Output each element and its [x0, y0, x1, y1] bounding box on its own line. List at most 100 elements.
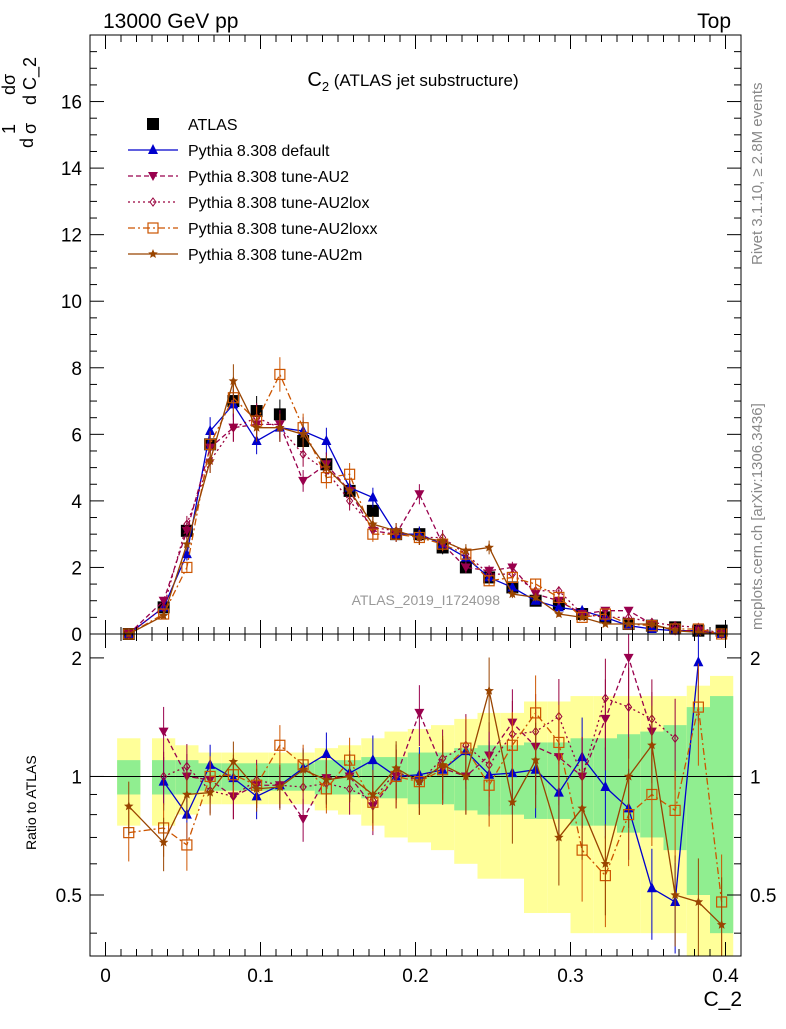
plot-title: C2 (ATLAS jet substructure)	[307, 69, 518, 94]
main-point-4-6	[274, 368, 286, 381]
main-series-5	[124, 364, 727, 638]
ytick-label-3: 6	[71, 425, 82, 446]
ratio-line-4	[128, 690, 723, 926]
main-point-5-12	[414, 532, 425, 542]
main-point-5-10	[368, 519, 378, 529]
ratio-point-3-23	[669, 804, 681, 816]
legend-entry-1: Pythia 8.308 default	[128, 143, 330, 160]
main-series	[122, 357, 728, 640]
main-point-4-9	[344, 468, 356, 480]
xtick-label-1: 0.1	[247, 966, 273, 987]
legend-marker-1	[148, 144, 158, 154]
header-left: 13000 GeV pp	[103, 10, 238, 33]
main-point-5-20	[600, 619, 611, 629]
main-point-5-23	[670, 625, 680, 635]
ratio-point-3-6	[274, 739, 286, 751]
legend-marker-2	[148, 172, 158, 181]
ratio-ylabel: Ratio to ATLAS	[23, 755, 39, 850]
ratio-point-4-5	[251, 783, 262, 793]
ratio-point-1-1	[158, 727, 169, 737]
main-point-5-7	[298, 429, 308, 439]
ratio-point-3-16	[506, 739, 518, 751]
main-point-5-21	[623, 619, 634, 629]
ratio-point-2-20	[601, 693, 609, 704]
main-point-2-14	[460, 563, 471, 573]
ratio-point-4-21	[623, 771, 634, 781]
main-line-3	[128, 416, 722, 635]
main-point-4-20	[599, 608, 611, 620]
ratio-line-1	[163, 655, 653, 821]
ratio-point-4-12	[414, 776, 425, 786]
main-point-1-18	[553, 601, 564, 612]
ratio-point-4-24	[693, 897, 704, 906]
ratio-point-4-20	[600, 858, 611, 868]
main-point-5-3	[205, 456, 215, 465]
rtick-label-r-2: 2	[750, 649, 761, 670]
ratio-point-4-9	[344, 771, 355, 781]
legend-label-1: Pythia 8.308 default	[188, 143, 330, 160]
main-point-2-16	[507, 563, 518, 573]
main-point-3-2	[183, 519, 191, 530]
xtick-label-4: 0.4	[712, 966, 739, 987]
ratio-point-4-4	[228, 756, 239, 766]
ratio-point-3-15	[483, 779, 495, 791]
ratio-point-4-8	[321, 774, 332, 784]
main-point-5-13	[437, 535, 448, 545]
legend-entry-5: Pythia 8.308 tune-AU2m	[128, 247, 362, 264]
legend-entry-2: Pythia 8.308 tune-AU2	[128, 169, 349, 186]
main-ylabel: d 1 σ dσ d C_2	[0, 57, 41, 148]
rtick-label-l-0: 0.5	[56, 886, 82, 907]
ratio-point-0-24	[693, 656, 704, 667]
main-point-5-6	[275, 422, 285, 432]
main-point-4-1	[158, 608, 170, 620]
main-point-2-12	[414, 490, 425, 500]
main-point-0-10	[366, 504, 379, 517]
ratio-point-0-8	[321, 748, 332, 759]
legend-marker-0	[147, 118, 159, 130]
main-point-5-19	[577, 612, 587, 622]
main-line-2	[128, 423, 722, 635]
ratio-point-2-21	[625, 702, 633, 712]
ratio-point-0-20	[600, 781, 611, 792]
main-point-4-17	[530, 578, 542, 590]
legend-label-2: Pythia 8.308 tune-AU2	[188, 169, 349, 186]
ratio-point-4-13	[437, 759, 448, 769]
ratio-point-3-2	[181, 839, 193, 851]
ratio-point-4-25	[716, 919, 727, 929]
xlabel: C_2	[703, 988, 742, 1011]
main-point-2-7	[298, 476, 309, 486]
rtick-label-r-0: 0.5	[750, 886, 776, 907]
main-point-4-18	[553, 591, 565, 603]
ytick-label-5: 10	[61, 292, 82, 313]
legend-label-0: ATLAS	[188, 117, 238, 134]
main-point-1-3	[205, 425, 216, 436]
ytick-label-0: 0	[71, 625, 82, 646]
main-point-4-16	[506, 571, 518, 584]
legend-label-3: Pythia 8.308 tune-AU2lox	[188, 195, 369, 212]
ratio-point-4-16	[507, 797, 518, 807]
xtick-label-3: 0.3	[557, 966, 583, 987]
ratio-point-4-15	[484, 685, 494, 695]
ratio-line-3	[128, 706, 723, 903]
main-line-4	[128, 372, 722, 635]
rtick-label-l-1: 1	[71, 767, 82, 788]
ratio-point-4-7	[298, 764, 308, 774]
ratio-line-2	[163, 697, 676, 802]
legend-marker-4	[147, 222, 159, 234]
legend-entry-3: Pythia 8.308 tune-AU2lox	[128, 195, 369, 212]
ratio-point-4-6	[275, 782, 285, 792]
main-point-5-14	[461, 545, 471, 555]
ratio-series	[123, 634, 728, 956]
main-point-1-8	[321, 434, 332, 445]
main-point-5-11	[391, 525, 401, 535]
xtick-label-2: 0.2	[402, 966, 428, 987]
ratio-point-4-17	[530, 755, 541, 765]
ytick-label-7: 14	[61, 159, 83, 180]
main-point-2-21	[623, 606, 634, 616]
main-point-3-9	[346, 496, 354, 506]
main-point-2-1	[158, 596, 169, 606]
ratio-point-0-10	[367, 754, 378, 765]
main-point-5-22	[647, 619, 657, 629]
